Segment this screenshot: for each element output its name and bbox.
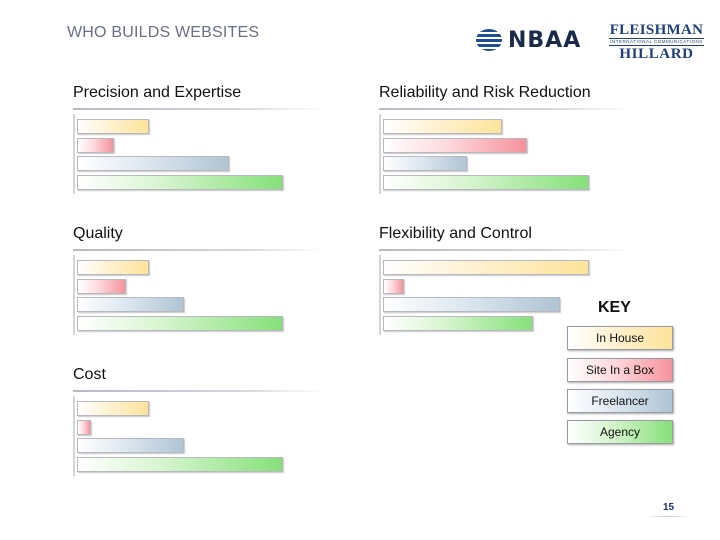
chart-title: Flexibility and Control <box>379 225 532 242</box>
plot-area <box>73 396 323 476</box>
chart-title: Precision and Expertise <box>73 84 242 101</box>
bar-freelancer <box>383 297 561 312</box>
globe-icon <box>476 29 502 51</box>
fleishman-logo-sub: INTERNATIONAL COMMUNICATIONS <box>609 38 704 46</box>
key-item-freelancer: Freelancer <box>567 389 673 413</box>
bar-agency <box>77 456 283 472</box>
value-axis <box>73 396 75 476</box>
title-rule <box>379 108 629 110</box>
key-item-site-in-a-box: Site In a Box <box>567 358 673 382</box>
bar-in-house <box>77 401 150 416</box>
bar-site-in-a-box <box>77 278 127 294</box>
bar-site-in-a-box <box>77 419 92 435</box>
nbaa-logo: NBAA <box>476 28 594 54</box>
bar-agency <box>77 174 283 190</box>
bar-freelancer <box>77 297 185 312</box>
key-item-agency: Agency <box>567 420 673 444</box>
bar-site-in-a-box <box>383 137 528 153</box>
plot-area <box>73 255 323 335</box>
value-axis <box>73 114 75 194</box>
chart-title: Reliability and Risk Reduction <box>379 84 591 101</box>
key-item-in-house: In House <box>567 326 673 350</box>
plot-area <box>379 114 629 194</box>
bar-freelancer <box>383 156 468 171</box>
value-axis <box>73 255 75 335</box>
plot-area <box>379 255 629 335</box>
value-axis <box>379 255 381 335</box>
title-rule <box>73 249 323 251</box>
fleishman-logo-top: FLEISHMAN <box>609 22 704 38</box>
page-number-rule <box>646 516 691 517</box>
nbaa-logo-text: NBAA <box>508 28 582 53</box>
chart-title: Quality <box>73 225 123 242</box>
bar-in-house <box>77 260 150 275</box>
bar-agency <box>77 315 283 331</box>
plot-area <box>73 114 323 194</box>
key-title: KEY <box>598 299 631 316</box>
bar-in-house <box>77 119 150 134</box>
title-rule <box>73 390 323 392</box>
bar-agency <box>383 174 589 190</box>
bar-in-house <box>383 119 503 134</box>
chart-title: Cost <box>73 366 106 383</box>
fleishman-hillard-logo: FLEISHMAN INTERNATIONAL COMMUNICATIONS H… <box>609 22 704 62</box>
bar-freelancer <box>77 156 230 171</box>
page-number: 15 <box>663 502 675 513</box>
bar-site-in-a-box <box>383 278 404 294</box>
fleishman-logo-bottom: HILLARD <box>619 46 694 62</box>
title-rule <box>73 108 323 110</box>
bar-agency <box>383 315 534 331</box>
page-title: WHO BUILDS WEBSITES <box>67 24 260 41</box>
value-axis <box>379 114 381 194</box>
bar-freelancer <box>77 438 185 453</box>
bar-site-in-a-box <box>77 137 115 153</box>
bar-in-house <box>383 260 589 275</box>
title-rule <box>379 249 629 251</box>
